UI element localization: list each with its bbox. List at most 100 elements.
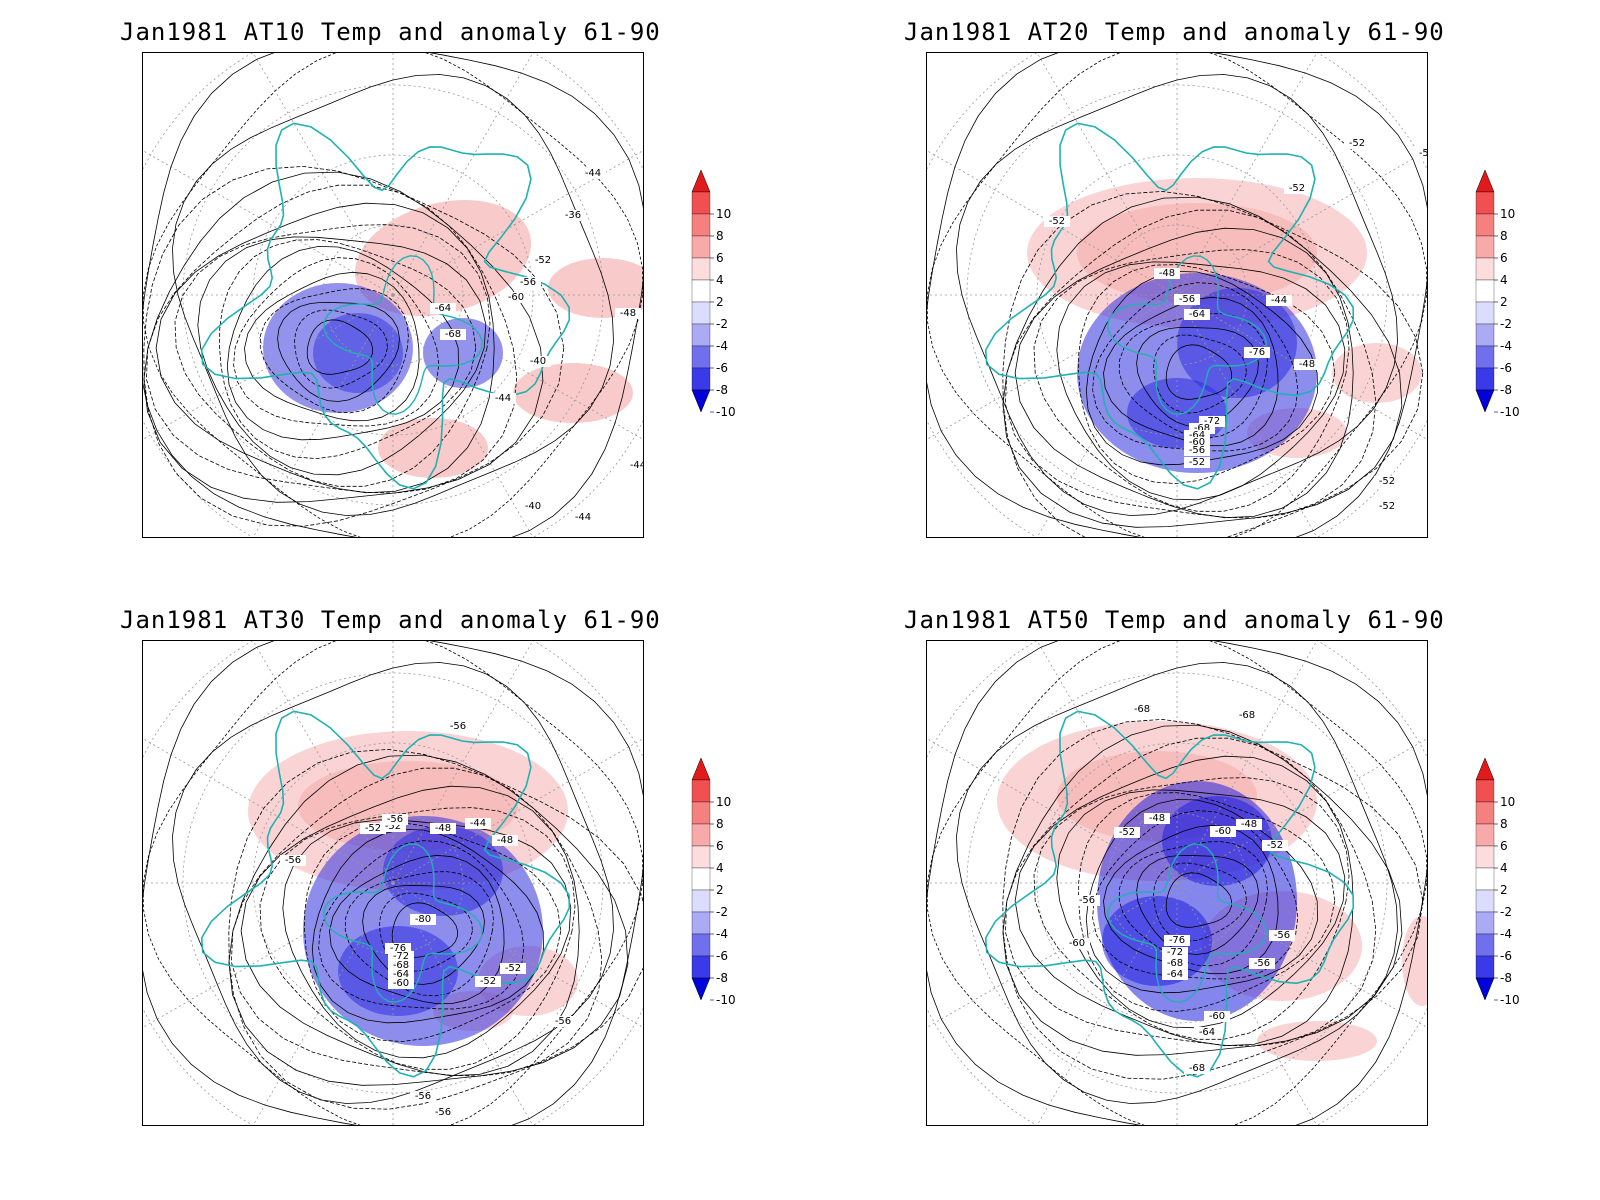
contour-label-bg (1162, 969, 1188, 980)
temperature-contour (311, 828, 544, 1024)
cold-anomaly-shading (423, 318, 503, 388)
meridian-line (1176, 882, 1427, 1028)
colorbar-segment (1475, 779, 1495, 803)
colorbar-tick-label: -4 (716, 927, 728, 941)
meridian-line (392, 53, 534, 296)
contour-label: -44 (585, 168, 601, 179)
contour-label-bg (1262, 840, 1288, 851)
temperature-contour (927, 641, 1427, 1125)
colorbar-segment (1475, 257, 1495, 281)
contour-label-bg (430, 303, 456, 314)
panel-title: Jan1981 AT10 Temp and anomaly 61-90 (120, 18, 661, 46)
contour-label: -52 (1379, 501, 1395, 512)
contour-label: -48 (1299, 359, 1315, 370)
contour-label: -64 (1189, 430, 1205, 441)
contour-label: -60 (1215, 826, 1231, 837)
contour-label-bg (1129, 704, 1155, 715)
contour-label: -60 (393, 978, 409, 989)
cold-anomaly-shading (313, 313, 403, 393)
panel-title: Jan1981 AT50 Temp and anomaly 61-90 (904, 606, 1445, 634)
contour-label: -44 (1271, 295, 1287, 306)
colorbar-tick-label: 6 (1500, 251, 1508, 265)
colorbar-segment (1475, 279, 1495, 303)
contour-label: -56 (285, 855, 301, 866)
colorbar-segment (1475, 823, 1495, 847)
colorbar-tick-label: -2 (716, 317, 728, 331)
colorbar-segment (1475, 235, 1495, 259)
contour-label: -60 (1209, 1011, 1225, 1022)
contour-label: -48 (435, 823, 451, 834)
meridian-line (252, 53, 394, 296)
contour-label: -56 (520, 277, 536, 288)
contour-label: -52 (1349, 138, 1365, 149)
contour-label: -64 (1199, 1027, 1215, 1038)
contour-label: -68 (445, 329, 461, 340)
colorbar-tick-label: -6 (716, 361, 728, 375)
colorbar-segment (1475, 889, 1495, 913)
meridian-line (252, 641, 394, 884)
temperature-contour (1014, 755, 1354, 1047)
contour-label-bg (1184, 309, 1210, 320)
temperature-contour (143, 53, 643, 537)
map-canvas: -52-52-52-52-48-44-56-64-76-72-68-64-60-… (927, 53, 1427, 537)
warm-anomaly-shading (1257, 1021, 1377, 1061)
temperature-contour (318, 840, 525, 1010)
meridian-line (927, 150, 1178, 296)
contour-label-bg (1236, 819, 1262, 830)
colorbar-segment (1475, 323, 1495, 347)
contour-label: -48 (620, 308, 636, 319)
temperature-contour (1033, 777, 1350, 1040)
colorbar-segment (1475, 367, 1495, 391)
temperature-contour (259, 807, 576, 1070)
colorbar-segment (691, 191, 711, 215)
meridian-line (392, 882, 534, 1125)
colorbar-tick-label: -10 (716, 993, 736, 1007)
meridian-line (143, 738, 394, 884)
panel-at20: Jan1981 AT20 Temp and anomaly 61-90 -52-… (904, 0, 1600, 560)
meridian-line (1036, 294, 1178, 537)
temperature-contour (956, 662, 1398, 1104)
contour-label: -52 (1119, 827, 1135, 838)
map-canvas: -68-68-52-48-60-48-52-56-60 -76-72-68-64-… (927, 641, 1427, 1125)
colorbar-segment (691, 213, 711, 237)
colorbar-tick-label: -2 (1500, 317, 1512, 331)
colorbar-segment (691, 845, 711, 869)
colorbar-segment (1475, 911, 1495, 935)
meridian-line (1176, 738, 1427, 884)
temperature-contour (1103, 296, 1279, 447)
panel-at10: Jan1981 AT10 Temp and anomaly 61-90 -44 -… (120, 0, 900, 560)
colorbar-tick-label: 10 (716, 207, 731, 221)
colorbar-tick-label: 6 (1500, 839, 1508, 853)
contour-label-bg (1269, 930, 1295, 941)
meridian-line (1176, 294, 1427, 440)
contour-label-bg (525, 356, 551, 367)
warm-anomaly-shading (354, 199, 532, 317)
colorbar-tick-label: -4 (1500, 927, 1512, 941)
contour-label-bg (1154, 268, 1180, 279)
meridian-line (252, 882, 394, 1125)
colorbar-tick-label: -8 (1500, 971, 1512, 985)
contour-label-bg (1184, 457, 1210, 468)
meridian-line (392, 294, 534, 537)
colorbar-tick-label: 10 (1500, 207, 1515, 221)
temperature-contour (233, 257, 440, 427)
colorbar-bottom-arrow (691, 389, 711, 413)
contour-label: -44 (630, 460, 643, 471)
colorbar-segment (691, 911, 711, 935)
contour-label-bg (1189, 423, 1215, 434)
warm-anomaly-shading (1402, 916, 1427, 1006)
colorbar-top-arrow (691, 757, 711, 781)
meridian-line (1176, 882, 1318, 1125)
contour-label-bg (640, 328, 643, 339)
contour-label: -72 (393, 951, 409, 962)
meridian-line (927, 882, 1178, 1028)
temperature-contour (244, 271, 420, 422)
temperature-contour (143, 53, 643, 537)
temperature-contour (155, 202, 495, 494)
colorbar-segment (691, 779, 711, 803)
temperature-contour (219, 239, 477, 460)
coastline (200, 122, 571, 490)
colorbar-segment (691, 345, 711, 369)
contour-label-bg (500, 963, 526, 974)
temperature-contour (228, 748, 643, 1110)
